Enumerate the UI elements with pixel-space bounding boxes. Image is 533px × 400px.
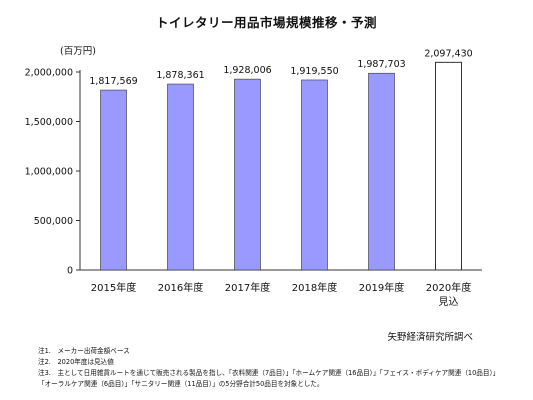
x-category-label: 2016年度	[158, 281, 203, 294]
bar-value-label: 1,878,361	[156, 70, 204, 81]
y-tick-label: 500,000	[34, 216, 73, 227]
bar-estimate	[435, 61, 462, 271]
y-tick-label: 1,000,000	[25, 167, 73, 178]
bar	[234, 78, 261, 271]
bar-value-label: 1,928,006	[223, 65, 271, 76]
x-category-label: 2020年度	[426, 281, 471, 294]
chart-title: トイレタリー用品市場規模推移・予測	[155, 15, 377, 30]
x-category-label: 2019年度	[359, 281, 404, 294]
footnote-3-continued: 「オーラルケア関連（6品目）」「サニタリー関連（11品目）」の5分野合計50品目…	[38, 380, 324, 388]
y-tick-label: 1,500,000	[25, 117, 73, 128]
bar	[167, 83, 194, 271]
footnote-1: 注1. メーカー出荷金額ベース	[38, 347, 130, 355]
source-credit: 矢野経済研究所調べ	[387, 332, 473, 343]
bar	[100, 89, 127, 271]
x-category-label: 2018年度	[292, 281, 337, 294]
bar	[301, 79, 328, 271]
bar	[368, 72, 395, 271]
footnote-2: 注2. 2020年度は見込値	[38, 358, 114, 366]
y-axis-unit-label: (百万円)	[60, 46, 96, 57]
footnotes: 注1. メーカー出荷金額ベース 注2. 2020年度は見込値 注3. 主として日…	[38, 346, 499, 390]
x-category-label: 2017年度	[225, 281, 270, 294]
y-tick-label: 0	[67, 266, 73, 277]
bar-value-label: 2,097,430	[424, 48, 472, 59]
bar-value-label: 1,987,703	[357, 59, 405, 70]
bar-value-label: 1,817,569	[89, 76, 137, 87]
footnote-3: 注3. 主として日用雑貨ルートを通じて販売される製品を指し、「衣料関連（7品目）…	[38, 369, 500, 377]
y-tick-label: 2,000,000	[25, 68, 73, 79]
bar-value-label: 1,919,550	[290, 66, 338, 77]
x-category-label: 2015年度	[91, 281, 136, 294]
x-category-sublabel: 見込	[439, 296, 459, 308]
